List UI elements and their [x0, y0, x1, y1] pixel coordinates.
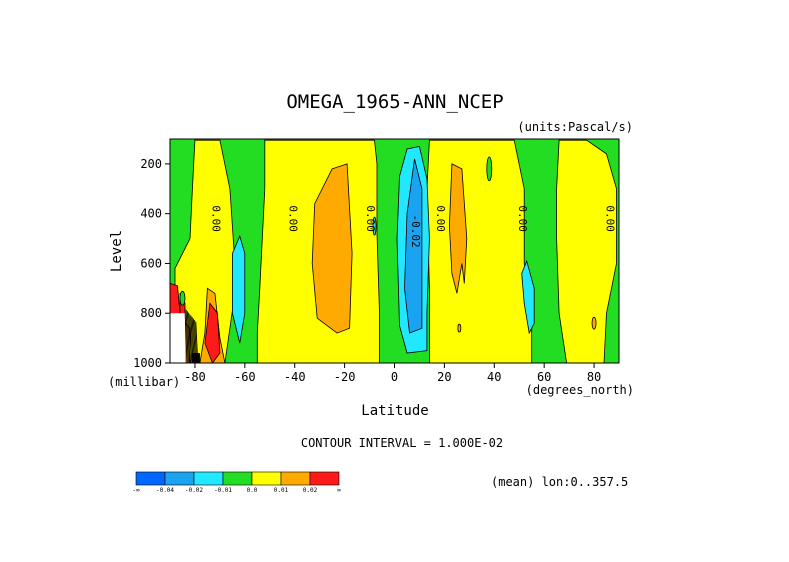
contour-label-4: -0.02 — [409, 215, 422, 248]
colorbar-swatch — [309, 471, 340, 486]
y-units-label: (millibar) — [108, 375, 180, 389]
plot-area: 0.00 0.00 0.00 -0.02 0.00 0.00 0.00 — [169, 138, 620, 364]
colorbar-label: -0.02 — [185, 487, 203, 494]
contour-region-10 — [448, 163, 468, 294]
mean-text: (mean) lon:0..357.5 — [491, 475, 628, 489]
colorbar-label: 0.0 — [247, 487, 258, 494]
small-contour-1 — [179, 290, 186, 306]
contour-label-7: 0.00 — [604, 205, 617, 232]
colorbar-swatch — [135, 471, 166, 486]
x-tick-label: 80 — [587, 370, 601, 384]
colorbar: -∞ -0.04 -0.02 -0.01 0.0 0.01 0.02 ∞ — [132, 471, 341, 494]
terrain-dark — [191, 353, 200, 363]
terrain-hatching — [170, 308, 200, 364]
small-contour-4 — [591, 316, 597, 330]
contour-region-4 — [556, 139, 617, 364]
contour-label-2: 0.00 — [287, 205, 300, 232]
x-units-label: (degrees_north) — [526, 383, 634, 397]
terrain-hatch-line — [186, 311, 190, 364]
contour-label-5: 0.00 — [434, 205, 447, 232]
x-tick-label: -80 — [184, 370, 206, 384]
colorbar-swatch — [193, 471, 224, 486]
x-tick-label: -60 — [234, 370, 256, 384]
small-contour-2 — [486, 156, 493, 182]
x-tick-label: 60 — [537, 370, 551, 384]
colorbar-swatch — [222, 471, 253, 486]
terrain-hatch-line — [184, 308, 188, 364]
contour-region-8 — [404, 158, 423, 334]
x-axis-ticks: -80 -60 -40 -20 0 20 40 60 80 — [184, 363, 601, 384]
colorbar-label: 0.01 — [274, 487, 289, 494]
y-tick-label: 800 — [140, 306, 162, 320]
colorbar-label: -0.04 — [156, 487, 174, 494]
terrain-mask — [170, 313, 185, 363]
y-tick-label: 600 — [140, 256, 162, 270]
colorbar-label: ∞ — [337, 487, 341, 494]
terrain-hatch-line — [188, 312, 192, 364]
colorbar-label: 0.02 — [303, 487, 318, 494]
colorbar-label: -∞ — [132, 487, 140, 494]
small-contour-5 — [457, 323, 462, 333]
x-tick-label: 0 — [391, 370, 398, 384]
contour-region-6 — [231, 234, 246, 344]
plot-background — [170, 139, 619, 363]
small-contour-3 — [372, 216, 377, 236]
x-tick-label: 20 — [437, 370, 451, 384]
x-tick-label: -20 — [334, 370, 356, 384]
x-axis-label: Latitude — [361, 403, 428, 419]
colorbar-swatch — [280, 471, 311, 486]
y-tick-label: 400 — [140, 207, 162, 221]
y-axis-ticks: 200 400 600 800 1000 — [133, 157, 170, 370]
chart-title: OMEGA_1965-ANN_NCEP — [286, 91, 503, 113]
contour-region-14 — [204, 302, 221, 364]
contour-label-3: 0.00 — [364, 205, 377, 232]
colorbar-label: -0.01 — [214, 487, 232, 494]
terrain-hatch-line — [189, 314, 193, 364]
contour-region-9 — [311, 163, 353, 334]
colorbar-swatch — [251, 471, 282, 486]
contour-label-1: 0.00 — [209, 205, 222, 232]
contour-label-6: 0.00 — [516, 205, 529, 232]
colorbar-swatch — [164, 471, 195, 486]
x-tick-label: 40 — [487, 370, 501, 384]
contour-region-3 — [426, 139, 533, 364]
contour-region-7 — [521, 259, 535, 335]
y-tick-label: 200 — [140, 157, 162, 171]
y-axis-label: Level — [109, 230, 125, 272]
y-tick-label: 1000 — [133, 356, 162, 370]
units-label: (units:Pascal/s) — [517, 120, 633, 134]
x-tick-label: -40 — [284, 370, 306, 384]
terrain-hatch-line — [185, 309, 189, 364]
contour-interval-text: CONTOUR INTERVAL = 1.000E-02 — [301, 436, 503, 450]
